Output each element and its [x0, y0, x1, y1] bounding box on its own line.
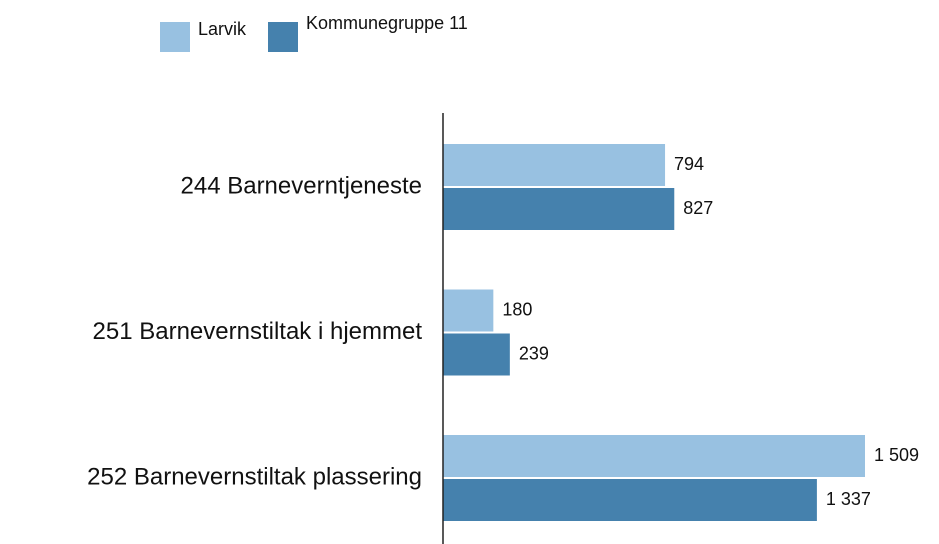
bar: [443, 435, 865, 477]
value-label: 239: [519, 343, 549, 363]
value-label: 180: [502, 299, 532, 319]
category-label: 251 Barnevernstiltak i hjemmet: [93, 318, 423, 345]
legend-swatch: [160, 22, 190, 52]
legend: Larvik Kommunegruppe 11: [160, 13, 496, 52]
legend-item: Larvik: [160, 14, 246, 52]
bar: [443, 479, 817, 521]
value-label: 827: [683, 198, 713, 218]
bar: [443, 289, 494, 332]
legend-swatch: [268, 22, 299, 52]
legend-label: Kommunegruppe 11: [306, 13, 468, 33]
bar: [443, 144, 666, 186]
value-label: 1 509: [874, 445, 919, 465]
legend-item: Kommunegruppe 11: [268, 13, 496, 52]
category-label: 244 Barneverntjeneste: [181, 172, 423, 199]
value-label: 794: [674, 154, 704, 174]
legend-label: Larvik: [198, 19, 247, 39]
category-label: 252 Barnevernstiltak plassering: [87, 463, 422, 490]
value-label: 1 337: [826, 489, 871, 509]
bar: [443, 188, 675, 230]
bar: [443, 333, 510, 376]
